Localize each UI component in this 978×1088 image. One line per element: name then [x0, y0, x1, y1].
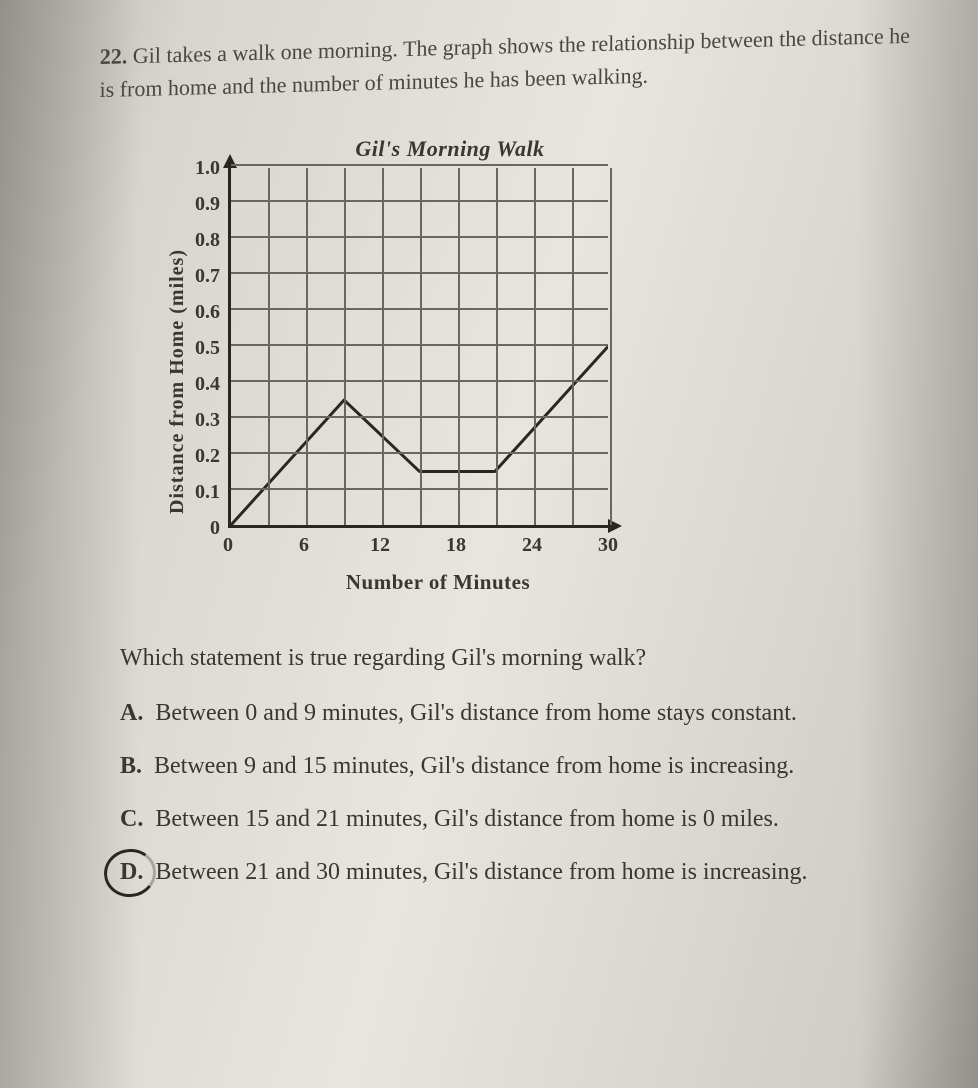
x-axis-label: Number of Minutes	[268, 570, 608, 595]
question-body: Gil takes a walk one morning. The graph …	[99, 23, 910, 102]
chart-container: Gil's Morning Walk Distance from Home (m…	[160, 136, 680, 595]
choice-b[interactable]: B. Between 9 and 15 minutes, Gil's dista…	[120, 753, 918, 780]
answer-choices: A. Between 0 and 9 minutes, Gil's distan…	[120, 700, 918, 886]
choice-text: Between 0 and 9 minutes, Gil's distance …	[155, 700, 797, 726]
question-prompt: Which statement is true regarding Gil's …	[120, 645, 918, 672]
x-tick-label: 18	[446, 534, 466, 557]
choice-c[interactable]: C. Between 15 and 21 minutes, Gil's dist…	[120, 806, 918, 833]
choice-d[interactable]: D. Between 21 and 30 minutes, Gil's dist…	[120, 859, 918, 886]
chart-plot-area	[228, 168, 608, 528]
chart-title: Gil's Morning Walk	[220, 136, 680, 162]
choice-text: Between 9 and 15 minutes, Gil's distance…	[154, 753, 794, 779]
y-axis-label: Distance from Home (miles)	[160, 168, 195, 595]
x-tick-label: 12	[370, 534, 390, 557]
choice-a[interactable]: A. Between 0 and 9 minutes, Gil's distan…	[120, 700, 918, 727]
x-tick-label: 24	[522, 534, 542, 557]
worksheet-page: 22. Gil takes a walk one morning. The gr…	[0, 0, 978, 952]
choice-text: Between 15 and 21 minutes, Gil's distanc…	[155, 806, 779, 832]
x-tick-label: 0	[223, 534, 233, 557]
selected-circle-icon	[101, 846, 159, 901]
choice-label: A.	[120, 700, 143, 726]
y-axis-ticks: 1.00.90.80.70.60.50.40.30.20.10	[195, 168, 228, 528]
choice-label: B.	[120, 753, 142, 779]
question-number: 22.	[100, 43, 128, 69]
question-text: 22. Gil takes a walk one morning. The gr…	[99, 19, 917, 106]
x-tick-label: 30	[598, 534, 618, 557]
choice-label: C.	[120, 806, 143, 832]
choice-text: Between 21 and 30 minutes, Gil's distanc…	[155, 859, 807, 885]
x-tick-label: 6	[299, 534, 309, 557]
y-axis-arrow-icon	[223, 154, 237, 168]
